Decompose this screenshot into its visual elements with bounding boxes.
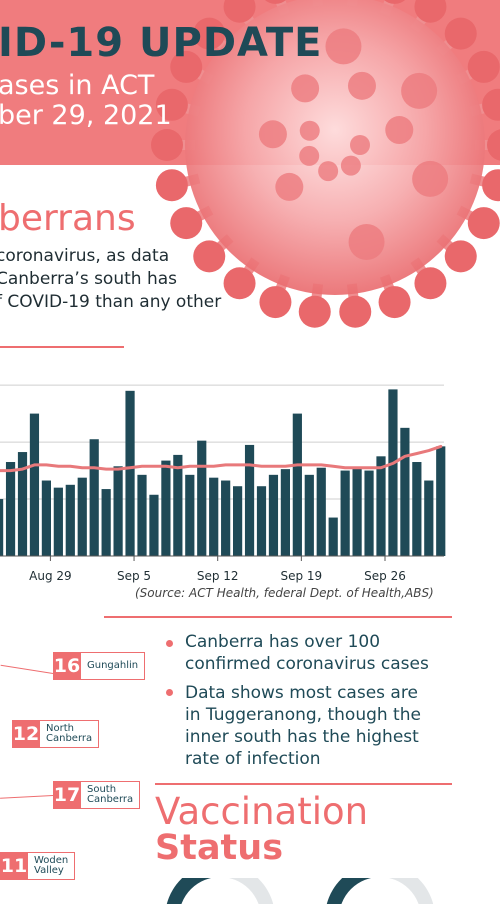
virus-spot xyxy=(258,120,287,149)
bullet-dot xyxy=(166,689,173,696)
virus-spot xyxy=(299,120,320,141)
region-connector xyxy=(0,795,54,799)
chart-bar xyxy=(221,480,231,556)
vaccination-heading: Vaccination xyxy=(155,790,369,833)
chart-bar xyxy=(0,499,4,556)
region-woden-valley: 11 Woden Valley xyxy=(0,852,76,880)
chart-bar xyxy=(376,456,386,556)
region-south-canberra: 17 South Canberra xyxy=(53,781,141,809)
chart-bar xyxy=(5,462,16,556)
region-count: 12 xyxy=(12,720,40,748)
virus-spot xyxy=(348,223,385,260)
chart-bar xyxy=(173,454,183,556)
region-count: 16 xyxy=(53,652,81,680)
chart-bar xyxy=(268,474,279,556)
region-count: 11 xyxy=(0,852,28,880)
virus-spot xyxy=(401,72,438,109)
chart-bar xyxy=(149,494,159,556)
chart-bar xyxy=(388,389,398,556)
chart-bar xyxy=(244,444,255,556)
chart-source: (Source: ACT Health, federal Dept. of He… xyxy=(135,586,434,600)
intro-line-2: Canberra’s south has xyxy=(0,269,177,289)
chart-bar xyxy=(77,477,87,556)
donut-fill xyxy=(326,878,372,904)
x-tick-label: Sep 19 xyxy=(280,569,322,583)
region-name: Gungahlin xyxy=(81,652,146,680)
chart-bar xyxy=(41,480,51,556)
chart-bar xyxy=(304,474,314,556)
section-divider xyxy=(0,346,124,348)
chart-bar xyxy=(233,486,243,556)
virus-spot xyxy=(299,145,320,166)
chart-bar xyxy=(209,477,219,556)
chart-bar xyxy=(364,470,374,556)
chart-bar xyxy=(197,440,207,556)
vaccination-donuts xyxy=(166,878,434,904)
bullets-divider xyxy=(155,783,452,785)
bullet-item-1: Canberra has over 100 confirmed coronavir… xyxy=(185,632,429,674)
region-gungahlin: 16 Gungahlin xyxy=(53,652,146,680)
virus-spot xyxy=(318,161,339,182)
virus-spot xyxy=(412,160,449,197)
intro-line-3: f COVID-19 than any other xyxy=(0,292,222,312)
virus-spot xyxy=(275,172,304,201)
donut-fill xyxy=(166,878,212,904)
chart-bar xyxy=(412,462,422,556)
x-tick-label: Sep 26 xyxy=(364,569,406,583)
chart-bar xyxy=(185,474,195,556)
region-name: North Canberra xyxy=(40,720,100,748)
chart-bar xyxy=(161,460,171,556)
chart-bar xyxy=(137,474,147,556)
chart-bar xyxy=(280,469,290,556)
virus-spot xyxy=(291,74,320,103)
trend-line xyxy=(0,444,443,473)
chart-bar xyxy=(424,480,434,556)
region-name: South Canberra xyxy=(81,781,141,809)
chart-bar xyxy=(400,427,410,556)
page-title: ID-19 UPDATE xyxy=(0,20,323,66)
page-subtitle-line1: ases in ACT xyxy=(0,70,155,101)
x-tick-label: Sep 5 xyxy=(117,569,151,583)
region-connector xyxy=(0,664,54,674)
chart-bar xyxy=(53,487,63,556)
intro-line-1: coronavirus, as data xyxy=(0,246,170,266)
section-heading: berrans xyxy=(0,198,136,239)
chart-bar xyxy=(436,446,446,556)
chart-bar xyxy=(340,470,350,556)
vaccination-subheading: Status xyxy=(155,828,284,868)
chart-divider xyxy=(104,616,452,618)
region-name: Woden Valley xyxy=(28,852,76,880)
virus-spot xyxy=(325,28,362,65)
x-tick-label: Sep 12 xyxy=(197,569,239,583)
daily-cases-chart: Aug 29 Sep 5 Sep 12 Sep 19 Sep 26 xyxy=(0,384,446,583)
chart-bar xyxy=(65,484,75,556)
chart-bar xyxy=(292,413,302,556)
virus-spot xyxy=(347,71,376,100)
virus-spot xyxy=(385,116,414,145)
chart-bar xyxy=(125,390,135,556)
x-tick-label: Aug 29 xyxy=(29,569,72,583)
virus-spot xyxy=(350,135,370,155)
chart-bar xyxy=(113,466,123,556)
chart-bar xyxy=(17,452,28,556)
chart-bar xyxy=(256,486,267,556)
coronavirus-illustration xyxy=(151,0,500,328)
region-count: 17 xyxy=(53,781,81,809)
chart-bar xyxy=(89,439,99,556)
page-subtitle-line2: ber 29, 2021 xyxy=(0,100,172,131)
chart-bar xyxy=(29,413,40,556)
chart-bar xyxy=(101,489,111,556)
chart-bar xyxy=(328,517,338,556)
bullet-item-2: Data shows most cases are in Tuggeranong,… xyxy=(185,683,421,769)
bullet-dot xyxy=(166,640,173,647)
region-north-canberra: 12 North Canberra xyxy=(12,720,100,748)
chart-bar xyxy=(352,467,362,556)
chart-bar xyxy=(316,467,326,556)
virus-spot xyxy=(340,155,361,176)
